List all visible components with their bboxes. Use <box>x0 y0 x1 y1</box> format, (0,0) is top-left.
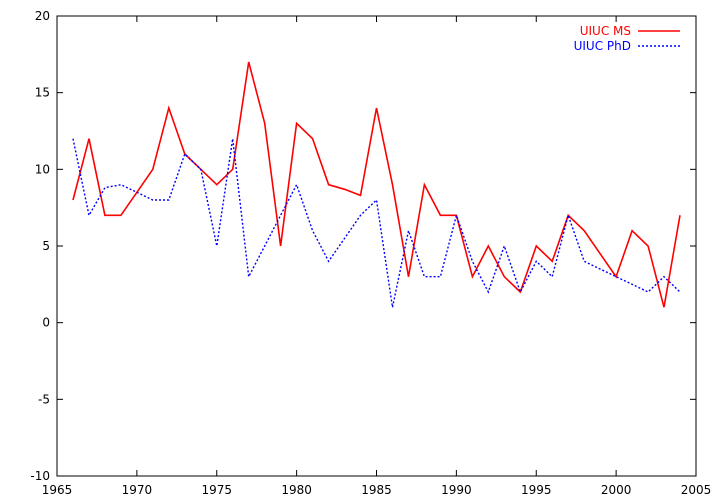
series-group <box>72 61 681 308</box>
legend-label: UIUC PhD <box>574 39 631 53</box>
y-tick-label: 20 <box>35 9 50 23</box>
x-tick-label: 1985 <box>361 483 392 497</box>
legend-label: UIUC MS <box>580 24 631 38</box>
x-tick-label: 1975 <box>201 483 232 497</box>
y-tick-label: -5 <box>38 392 50 406</box>
series-line-phd <box>72 138 681 308</box>
x-tick-label: 1970 <box>122 483 153 497</box>
y-tick-label: -10 <box>30 469 50 483</box>
plot-frame <box>56 15 697 477</box>
y-tick-label: 5 <box>42 239 50 253</box>
y-tick-label: 15 <box>35 86 50 100</box>
axis-ticks <box>56 15 697 477</box>
x-tick-label: 1980 <box>281 483 312 497</box>
x-tick-label: 1990 <box>441 483 472 497</box>
series-line-ms <box>72 61 681 308</box>
x-tick-label: 2000 <box>601 483 632 497</box>
y-tick-label: 10 <box>35 162 50 176</box>
x-tick-label: 1965 <box>42 483 73 497</box>
y-tick-label: 0 <box>42 316 50 330</box>
x-tick-label: 2005 <box>681 483 712 497</box>
axis-tick-labels: 1965 1970 1975 1980 1985 1990 1995 2000 2005-10-… <box>30 9 711 497</box>
x-tick-label: 1995 <box>521 483 552 497</box>
